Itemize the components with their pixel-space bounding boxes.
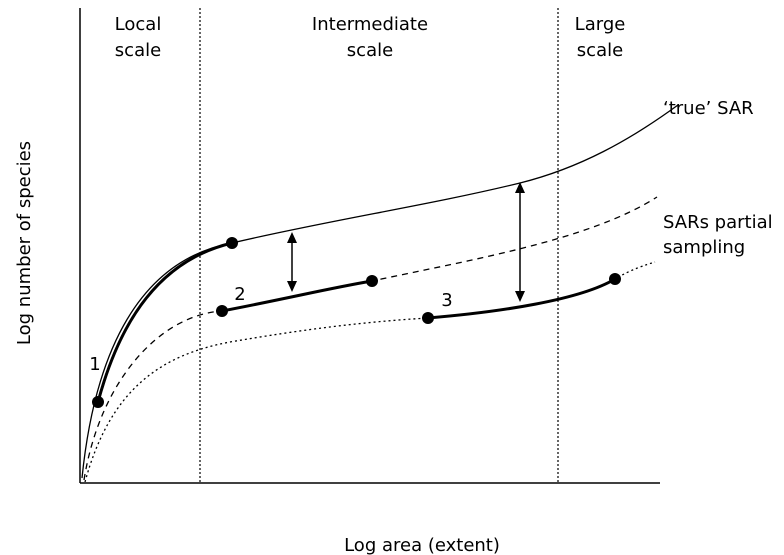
double-arrow-large bbox=[515, 182, 525, 302]
point-label-1: 1 bbox=[89, 354, 100, 375]
partial-sar-dashed-curve bbox=[83, 196, 658, 481]
sample-point-true-end bbox=[226, 237, 238, 249]
true-sar-label: ‘true’ SAR bbox=[663, 98, 754, 119]
x-axis-label: Log area (extent) bbox=[344, 535, 500, 555]
partial-sar-label-line2: sampling bbox=[663, 237, 745, 258]
point-label-3: 3 bbox=[441, 290, 452, 311]
true-sar-curve bbox=[81, 104, 679, 479]
sample-point-1 bbox=[92, 396, 104, 408]
partial-sar-label-line1: SARs partial bbox=[663, 212, 773, 233]
point-label-2: 2 bbox=[234, 284, 245, 305]
partial-sar-segment-2 bbox=[221, 279, 373, 313]
large-scale-label-line2: scale bbox=[577, 40, 623, 61]
local-scale-label-line1: Local bbox=[115, 14, 162, 35]
sample-point-3-end bbox=[609, 273, 621, 285]
sample-point-3-start bbox=[422, 312, 434, 324]
sample-point-2-end bbox=[366, 275, 378, 287]
local-scale-label-line2: scale bbox=[115, 40, 161, 61]
large-scale-label-line1: Large bbox=[575, 14, 626, 35]
intermediate-scale-label-line2: scale bbox=[347, 40, 393, 61]
y-axis-label: Log number of species bbox=[14, 141, 35, 345]
partial-sar-segment-3 bbox=[427, 277, 616, 320]
sample-point-2-start bbox=[216, 305, 228, 317]
double-arrow-intermediate bbox=[287, 232, 297, 292]
true-sar-local-segment bbox=[96, 241, 233, 403]
intermediate-scale-label-line1: Intermediate bbox=[312, 14, 428, 35]
